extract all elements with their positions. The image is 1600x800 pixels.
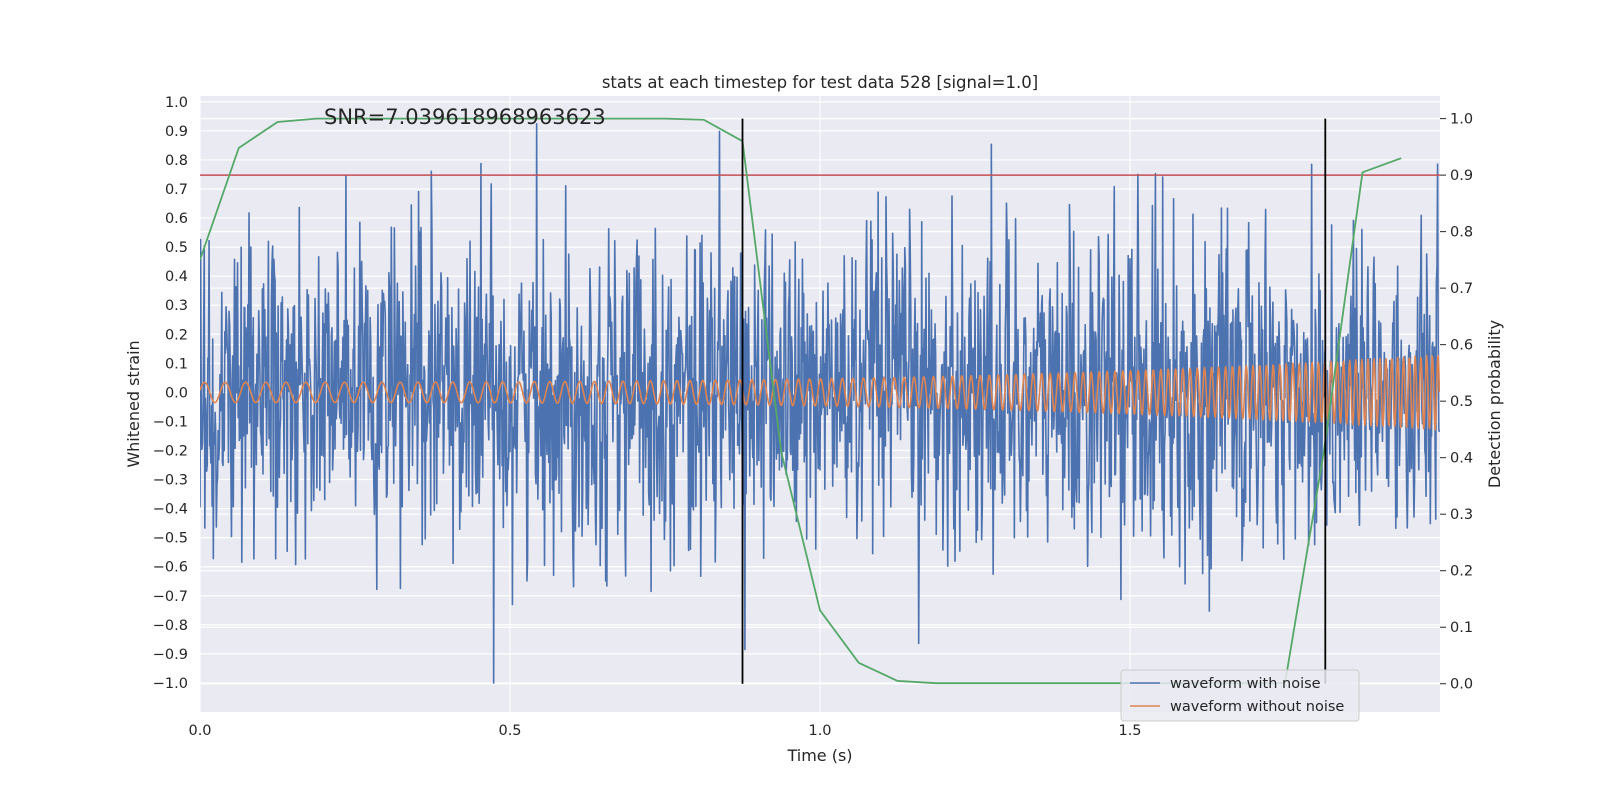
y-tick-label: −0.3 <box>153 473 188 489</box>
x-axis-label: Time (s) <box>786 746 852 765</box>
y2-tick-label: 0.4 <box>1450 451 1473 467</box>
y-tick-label: 0.1 <box>165 356 188 372</box>
y-tick-label: 0.6 <box>165 211 188 227</box>
x-tick-label: 0.5 <box>498 723 521 739</box>
x-tick-label: 1.5 <box>1118 723 1141 739</box>
y-tick-label: −0.8 <box>153 618 188 634</box>
y2-tick-label: 0.8 <box>1450 225 1473 241</box>
y2-tick-label: 0.1 <box>1450 620 1473 636</box>
legend-box <box>1120 669 1360 722</box>
y2-tick-label: 0.0 <box>1450 677 1473 693</box>
y-tick-label: 0.2 <box>165 327 188 343</box>
x-tick-label: 0.0 <box>188 723 211 739</box>
y2-tick-label: 0.6 <box>1450 338 1473 354</box>
x-tick-label: 1.0 <box>808 723 831 739</box>
y-tick-label: 0.0 <box>165 385 188 401</box>
y-tick-label: −0.6 <box>153 560 188 576</box>
y-tick-label: 0.8 <box>165 153 188 169</box>
y-tick-label: −0.1 <box>153 414 188 430</box>
y-tick-label: 0.3 <box>165 298 188 314</box>
tick-labels: 0.0 0.5 1.0 1.5 1.0 0.9 0.8 0.7 0.6 0.5 0.4 0.3 0.2 0… <box>153 95 1473 739</box>
chart-title: stats at each timestep for test data 528… <box>602 73 1038 92</box>
y-tick-label: −0.7 <box>153 589 188 605</box>
y-tick-label: −0.5 <box>153 531 188 547</box>
y-tick-label: 0.5 <box>165 240 188 256</box>
y2-axis-label: Detection probability <box>1485 320 1504 488</box>
y-tick-label: −1.0 <box>153 676 188 692</box>
y-tick-label: 0.9 <box>165 124 188 140</box>
legend-label-clean: waveform without noise <box>1170 699 1344 715</box>
y-tick-label: 0.7 <box>165 182 188 198</box>
series-waveform-with-noise <box>200 123 1440 684</box>
y-tick-label: 0.4 <box>165 269 188 285</box>
y2-tick-label: 0.7 <box>1450 281 1473 297</box>
y2-tick-label: 0.5 <box>1450 394 1473 410</box>
y2-tick-label: 0.3 <box>1450 507 1473 523</box>
y2-tick-label: 1.0 <box>1450 112 1473 128</box>
legend-label-noise: waveform with noise <box>1170 676 1321 692</box>
y-tick-label: −0.9 <box>153 647 188 663</box>
snr-annotation: SNR=7.039618968963623 <box>324 105 606 129</box>
y-axis-label: Whitened strain <box>124 340 143 467</box>
y2-tick-label: 0.2 <box>1450 564 1473 580</box>
y2-tick-label: 0.9 <box>1450 168 1473 184</box>
legend: waveform with noise waveform without noi… <box>1120 669 1360 722</box>
series-waveform-without-noise <box>200 354 1440 431</box>
y-tick-label: −0.2 <box>153 443 188 459</box>
y-tick-label: −0.4 <box>153 502 188 518</box>
y-tick-label: 1.0 <box>165 95 188 111</box>
